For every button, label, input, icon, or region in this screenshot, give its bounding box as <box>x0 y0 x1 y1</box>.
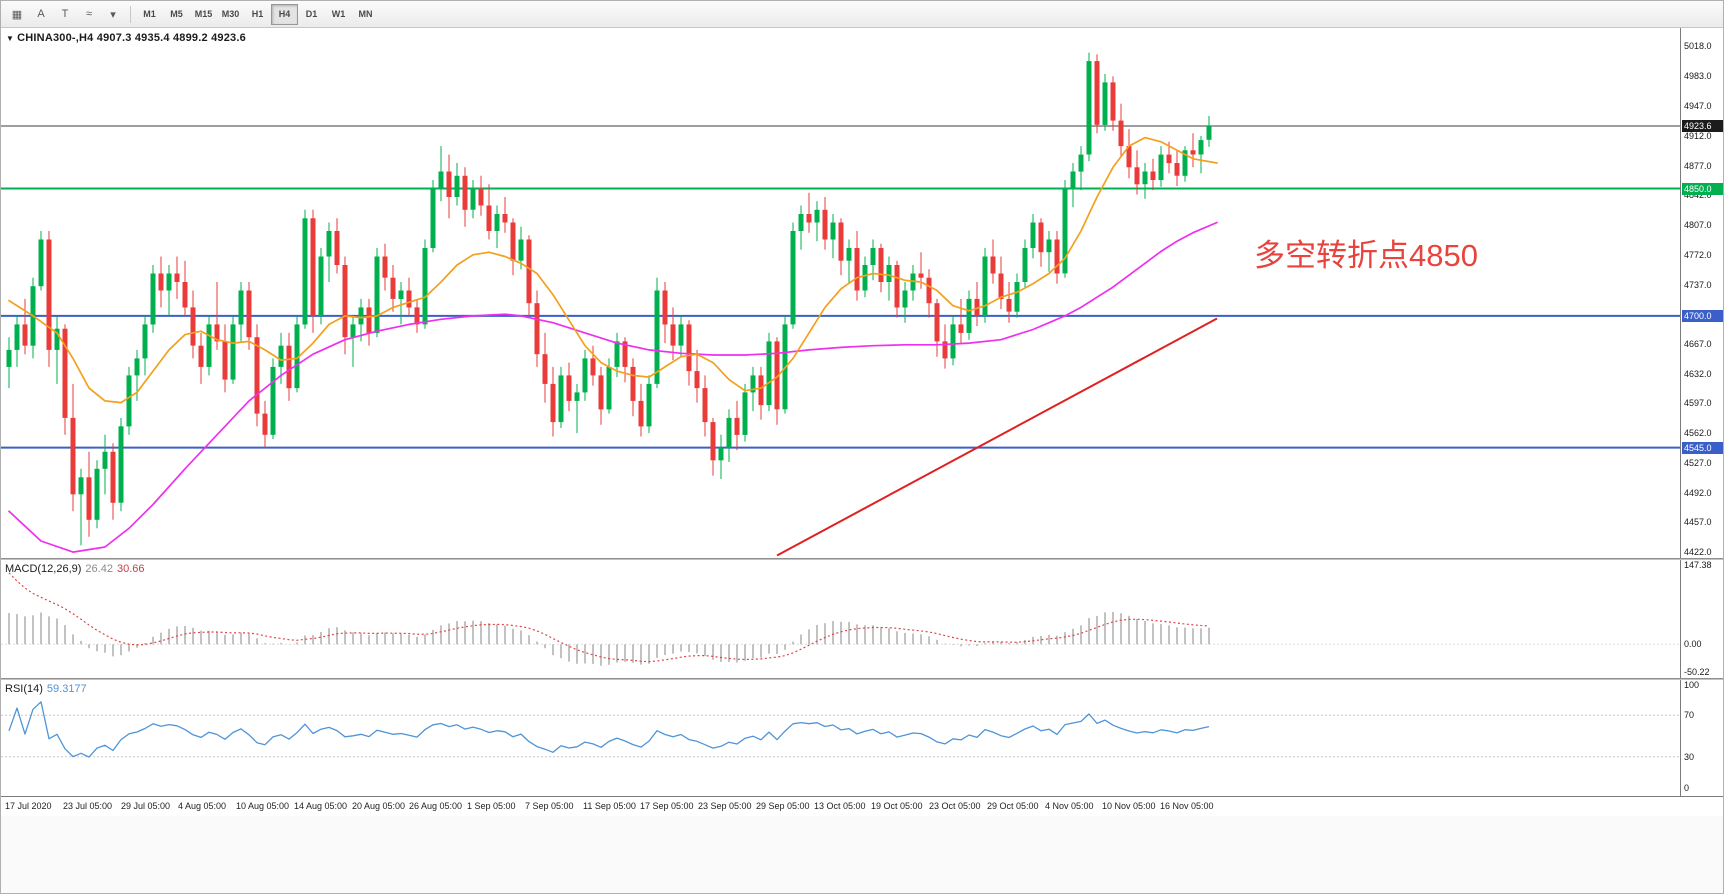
macd-label: MACD(12,26,9) 26.42 30.66 <box>5 563 145 575</box>
macd-canvas[interactable] <box>1 560 1680 678</box>
price-tag: 4850.0 <box>1682 183 1723 195</box>
macd-axis-label: 147.38 <box>1684 560 1712 570</box>
time-axis-label: 23 Sep 05:00 <box>698 801 752 811</box>
text-tool-icon[interactable]: T <box>61 8 69 20</box>
price-axis-label: 5018.0 <box>1684 41 1712 51</box>
time-axis-label: 10 Nov 05:00 <box>1102 801 1156 811</box>
price-tag: 4545.0 <box>1682 442 1723 454</box>
symbol-ohlc-label: ▼ CHINA300-,H4 4907.3 4935.4 4899.2 4923.… <box>6 32 246 44</box>
price-axis-label: 4457.0 <box>1684 517 1712 527</box>
time-axis-label: 14 Aug 05:00 <box>294 801 348 811</box>
macd-axis-label: -50.22 <box>1684 667 1710 677</box>
rsi-label: RSI(14) 59.3177 <box>5 683 87 695</box>
main-chart-panel: ▼ CHINA300-,H4 4907.3 4935.4 4899.2 4923.… <box>1 28 1723 558</box>
time-axis-label: 4 Nov 05:00 <box>1045 801 1094 811</box>
toolbar: ▦ A T ≈ ▾ M1 M5 M15 M30 H1 H4 D1 W1 MN <box>1 1 1723 28</box>
timeframe-button-m5[interactable]: M5 <box>170 9 183 19</box>
time-axis[interactable]: 17 Jul 2020 23 Jul 05:00 29 Jul 05:00 4 Aug… <box>1 796 1723 816</box>
time-axis-label: 1 Sep 05:00 <box>467 801 516 811</box>
rsi-value: 59.3177 <box>46 683 87 695</box>
macd-main-value: 26.42 <box>85 563 113 575</box>
price-axis-label: 4877.0 <box>1684 161 1712 171</box>
cycle-lines-tool-icon[interactable]: ≈ <box>85 8 93 20</box>
timeframe-button-d1[interactable]: D1 <box>305 9 318 19</box>
timeframe-button-mn[interactable]: MN <box>358 9 373 19</box>
price-axis-label: 4667.0 <box>1684 339 1712 349</box>
symbol-dropdown-icon[interactable]: ▼ <box>6 34 15 43</box>
timeframe-button-m1[interactable]: M1 <box>143 9 156 19</box>
rsi-axis[interactable]: 100 70 30 0 <box>1681 680 1723 796</box>
time-axis-label: 29 Sep 05:00 <box>756 801 810 811</box>
time-axis-label: 10 Aug 05:00 <box>236 801 290 811</box>
price-axis-label: 4912.0 <box>1684 131 1712 141</box>
time-axis-label: 23 Oct 05:00 <box>929 801 981 811</box>
panel-splitter[interactable] <box>1 558 1723 560</box>
price-axis-label: 4492.0 <box>1684 488 1712 498</box>
rsi-axis-label: 70 <box>1684 710 1695 720</box>
macd-panel: MACD(12,26,9) 26.42 30.66 147.38 0.00 -50.22 <box>1 560 1723 678</box>
price-axis[interactable]: 5018.0 4983.0 4947.0 4912.0 4877.0 4842.0 4807… <box>1681 28 1723 558</box>
rsi-axis-label: 0 <box>1684 783 1690 793</box>
toolbar-separator <box>130 5 131 23</box>
price-tag: 4923.6 <box>1682 120 1723 132</box>
rsi-axis-label: 30 <box>1684 752 1695 762</box>
rsi-axis-label: 100 <box>1684 680 1700 690</box>
price-axis-label: 4807.0 <box>1684 220 1712 230</box>
time-axis-label: 17 Sep 05:00 <box>640 801 694 811</box>
price-tag: 4700.0 <box>1682 310 1723 322</box>
annotation-text: 多空转折点4850 <box>1254 238 1478 273</box>
timeframe-button-h4[interactable]: H4 <box>271 3 298 25</box>
tool-icon-group: ▦ A T ≈ ▾ <box>5 4 125 25</box>
price-axis-label: 4632.0 <box>1684 369 1712 379</box>
symbol-name: CHINA300-,H4 <box>17 32 94 44</box>
time-axis-label: 4 Aug 05:00 <box>178 801 227 811</box>
time-axis-label: 23 Jul 05:00 <box>63 801 113 811</box>
time-axis-label: 7 Sep 05:00 <box>525 801 574 811</box>
time-axis-label: 16 Nov 05:00 <box>1160 801 1214 811</box>
time-axis-label: 13 Oct 05:00 <box>814 801 866 811</box>
price-axis-label: 4562.0 <box>1684 428 1712 438</box>
tool-dropdown-arrow-icon[interactable]: ▾ <box>110 8 116 21</box>
time-axis-label: 26 Aug 05:00 <box>409 801 463 811</box>
time-axis-label: 29 Jul 05:00 <box>121 801 171 811</box>
time-axis-label: 20 Aug 05:00 <box>352 801 406 811</box>
timeframe-button-w1[interactable]: W1 <box>331 9 346 19</box>
price-axis-label: 4422.0 <box>1684 547 1712 557</box>
price-axis-label: 4983.0 <box>1684 71 1712 81</box>
timeframe-button-m15[interactable]: M15 <box>194 9 213 19</box>
time-axis-label: 11 Sep 05:00 <box>583 801 636 811</box>
price-axis-label: 4527.0 <box>1684 458 1712 468</box>
price-axis-label: 4947.0 <box>1684 101 1712 111</box>
macd-axis[interactable]: 147.38 0.00 -50.22 <box>1681 560 1723 678</box>
bottom-workspace <box>1 816 1723 893</box>
price-axis-label: 4597.0 <box>1684 398 1712 408</box>
macd-signal-value: 30.66 <box>116 563 145 575</box>
time-axis-label: 29 Oct 05:00 <box>987 801 1039 811</box>
rsi-canvas[interactable] <box>1 680 1680 796</box>
main-chart-canvas[interactable] <box>1 28 1680 558</box>
timeframe-button-m30[interactable]: M30 <box>221 9 240 19</box>
timeframe-button-group: M1 M5 M15 M30 H1 H4 D1 W1 MN <box>136 3 379 25</box>
price-axis-label: 4772.0 <box>1684 250 1712 260</box>
ohlc-values: 4907.3 4935.4 4899.2 4923.6 <box>96 32 246 44</box>
rsi-panel: RSI(14) 59.3177 100 70 30 0 <box>1 680 1723 796</box>
timeframe-button-h1[interactable]: H1 <box>251 9 264 19</box>
text-label-tool-icon[interactable]: A <box>37 8 45 20</box>
time-axis-label: 19 Oct 05:00 <box>871 801 923 811</box>
chart-window-icon[interactable]: ▦ <box>11 8 23 21</box>
price-axis-label: 4737.0 <box>1684 280 1712 290</box>
time-axis-label: 17 Jul 2020 <box>5 801 52 811</box>
price-axis-label: 4842.0 <box>1684 190 1712 200</box>
panel-splitter[interactable] <box>1 678 1723 680</box>
macd-axis-label: 0.00 <box>1684 639 1702 649</box>
